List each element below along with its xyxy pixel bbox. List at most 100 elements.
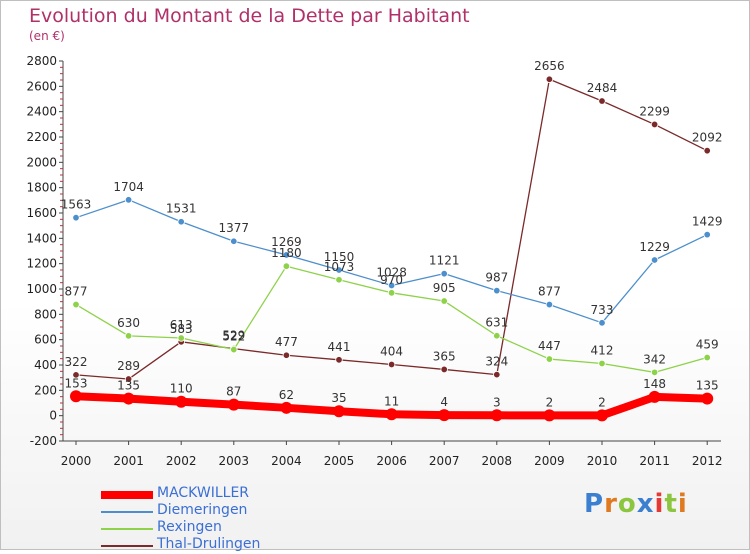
data-label: 529 xyxy=(222,329,245,343)
data-label: 447 xyxy=(538,339,561,353)
y-tick-label: 1400 xyxy=(26,231,57,245)
data-label: 2 xyxy=(598,395,606,409)
data-point xyxy=(280,401,293,414)
data-point xyxy=(490,409,503,422)
data-point xyxy=(493,332,501,340)
data-point xyxy=(387,289,396,297)
data-point xyxy=(493,370,501,379)
data-point xyxy=(333,405,345,418)
data-point xyxy=(440,365,448,374)
data-label: 2656 xyxy=(534,59,565,73)
data-point xyxy=(650,256,659,264)
legend-label: Rexingen xyxy=(157,519,222,535)
data-label: 1180 xyxy=(271,246,302,260)
data-label: 1028 xyxy=(376,265,407,279)
data-point xyxy=(545,75,554,83)
data-label: 1563 xyxy=(61,198,92,212)
data-label: 1377 xyxy=(219,221,250,235)
y-tick-label: 1800 xyxy=(26,181,57,195)
y-tick-label: 200 xyxy=(34,383,57,397)
data-label: 289 xyxy=(117,359,140,373)
data-label: 2484 xyxy=(587,81,618,95)
data-label: 1073 xyxy=(324,260,355,274)
y-tick-label: 2200 xyxy=(26,130,57,144)
data-label: 404 xyxy=(380,344,403,358)
data-point xyxy=(545,355,554,363)
x-tick-label: 2012 xyxy=(692,454,723,468)
data-point xyxy=(70,390,82,403)
data-label: 613 xyxy=(170,318,193,332)
data-label: 733 xyxy=(591,303,614,317)
x-tick-label: 2010 xyxy=(587,454,618,468)
data-label: 583 xyxy=(170,322,193,336)
x-tick-label: 2003 xyxy=(219,454,250,468)
y-tick-label: 2600 xyxy=(26,79,57,93)
legend-swatch xyxy=(101,491,153,499)
chart-title: Evolution du Montant de la Dette par Hab… xyxy=(29,5,470,27)
data-label: 1531 xyxy=(166,202,197,216)
x-tick-label: 2001 xyxy=(113,454,144,468)
x-tick-label: 2008 xyxy=(482,454,513,468)
data-label: 2299 xyxy=(639,104,670,118)
legend-label: Thal-Drulingen xyxy=(157,536,261,552)
data-label: 877 xyxy=(538,285,561,299)
data-label: 135 xyxy=(117,379,140,393)
data-point xyxy=(440,297,448,305)
data-label: 970 xyxy=(380,273,403,287)
data-label: 441 xyxy=(328,340,351,354)
data-point xyxy=(650,120,659,129)
legend-swatch xyxy=(101,511,153,513)
y-tick-label: 2000 xyxy=(26,155,57,169)
data-label: 365 xyxy=(433,349,456,363)
data-point xyxy=(282,262,291,270)
data-label: 148 xyxy=(643,377,666,391)
data-point xyxy=(72,300,80,309)
data-point xyxy=(177,218,185,226)
data-label: 877 xyxy=(65,285,88,299)
data-point xyxy=(385,408,398,421)
data-point xyxy=(335,276,343,284)
data-label: 322 xyxy=(65,355,88,369)
data-point xyxy=(230,345,238,354)
legend-swatch xyxy=(101,545,153,547)
data-label: 324 xyxy=(485,355,508,369)
y-tick-label: 800 xyxy=(34,307,57,321)
data-point xyxy=(72,371,80,379)
data-label: 1704 xyxy=(113,180,144,194)
data-point xyxy=(282,351,291,359)
data-point xyxy=(124,332,133,340)
data-label: 11 xyxy=(384,394,399,408)
data-label: 630 xyxy=(117,316,140,330)
data-point xyxy=(545,300,554,309)
x-tick-label: 2009 xyxy=(534,454,565,468)
data-label: 459 xyxy=(696,338,719,352)
data-label: 4 xyxy=(440,395,448,409)
x-tick-label: 2006 xyxy=(376,454,407,468)
x-tick-label: 2007 xyxy=(429,454,460,468)
data-point xyxy=(648,390,661,403)
data-point xyxy=(598,97,606,105)
data-point xyxy=(701,392,714,405)
data-point xyxy=(387,360,396,369)
data-label: 1121 xyxy=(429,254,460,268)
data-label: 631 xyxy=(485,316,508,330)
data-point xyxy=(387,281,396,290)
data-label: 2 xyxy=(546,395,554,409)
data-label: 110 xyxy=(170,382,193,396)
data-point xyxy=(335,266,343,274)
y-tick-label: 600 xyxy=(34,333,57,347)
data-label: 1269 xyxy=(271,235,302,249)
data-label: 522 xyxy=(222,330,245,344)
data-point xyxy=(493,286,501,295)
data-label: 87 xyxy=(226,385,241,399)
data-point xyxy=(440,269,448,278)
data-label: 987 xyxy=(485,271,508,285)
data-point xyxy=(227,398,240,411)
legend-label: Diemeringen xyxy=(157,502,248,518)
data-point xyxy=(124,196,133,204)
data-label: 2092 xyxy=(692,131,723,145)
data-point xyxy=(543,409,556,422)
legend-swatch xyxy=(101,528,153,530)
y-tick-label: 2400 xyxy=(26,105,57,119)
